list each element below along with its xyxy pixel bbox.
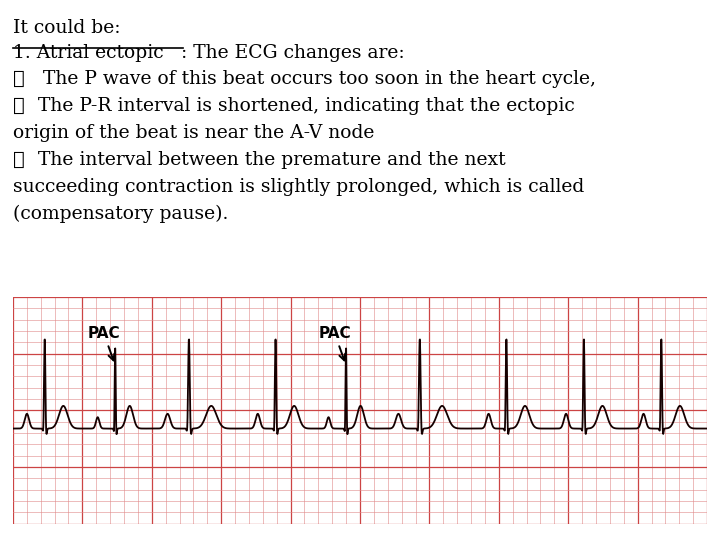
Text: PAC: PAC: [87, 326, 120, 360]
Text: PAC: PAC: [318, 326, 351, 360]
Text: : The ECG changes are:: : The ECG changes are:: [181, 44, 405, 62]
Text: (compensatory pause).: (compensatory pause).: [13, 205, 228, 224]
Text: ❸: ❸: [13, 151, 24, 169]
Text: ❷: ❷: [13, 97, 24, 115]
Text: The P-R interval is shortened, indicating that the ectopic: The P-R interval is shortened, indicatin…: [32, 97, 575, 115]
Text: succeeding contraction is slightly prolonged, which is called: succeeding contraction is slightly prolo…: [13, 178, 584, 196]
Text: 1. Atrial ectopic: 1. Atrial ectopic: [13, 44, 163, 62]
Text: origin of the beat is near the A-V node: origin of the beat is near the A-V node: [13, 124, 374, 142]
Text: It could be:: It could be:: [13, 19, 120, 37]
Text: The interval between the premature and the next: The interval between the premature and t…: [32, 151, 505, 169]
Text: ❶: ❶: [13, 70, 24, 88]
Text: The P wave of this beat occurs too soon in the heart cycle,: The P wave of this beat occurs too soon …: [43, 70, 596, 88]
